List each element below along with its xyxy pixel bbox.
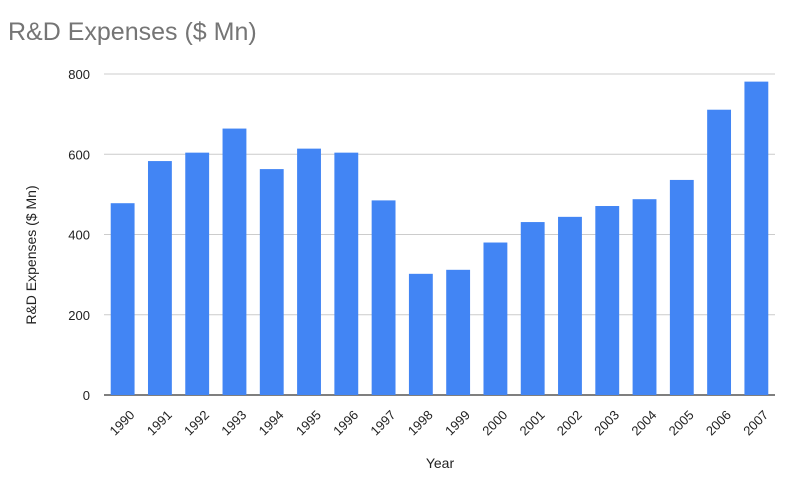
x-tick-label: 1998 xyxy=(405,407,436,438)
x-tick-label: 2006 xyxy=(703,407,734,438)
bar-1992 xyxy=(185,152,210,395)
bar-2005 xyxy=(669,179,694,395)
x-tick-label: 1990 xyxy=(106,407,137,438)
x-axis-title: Year xyxy=(426,455,455,471)
x-axis-ticks: 1990 1991 1992 1993 1994 1995 1996 1997 1998 1999… xyxy=(106,407,771,438)
x-tick-label: 2007 xyxy=(740,407,771,438)
bar-2003 xyxy=(595,206,620,395)
x-tick-label: 1992 xyxy=(181,407,212,438)
bars xyxy=(110,81,769,396)
bar-2004 xyxy=(632,199,657,395)
bar-2001 xyxy=(520,222,545,395)
y-tick-label: 600 xyxy=(68,147,90,162)
x-tick-label: 1995 xyxy=(293,407,324,438)
x-tick-label: 2001 xyxy=(517,407,548,438)
x-tick-label: 1997 xyxy=(367,407,398,438)
bar-2000 xyxy=(483,242,508,395)
y-tick-label: 400 xyxy=(68,228,90,243)
x-tick-label: 2004 xyxy=(628,407,659,438)
x-tick-label: 1994 xyxy=(256,407,287,438)
y-tick-label: 800 xyxy=(68,67,90,82)
x-tick-label: 2003 xyxy=(591,407,622,438)
bar-2002 xyxy=(558,216,582,395)
x-tick-label: 1993 xyxy=(218,407,249,438)
chart-title: R&D Expenses ($ Mn) xyxy=(8,18,257,46)
bar-2007 xyxy=(744,81,769,395)
y-tick-label: 0 xyxy=(83,388,90,403)
gridlines xyxy=(104,73,775,396)
x-tick-label: 2005 xyxy=(666,407,697,438)
bar-1996 xyxy=(334,152,359,395)
bar-1999 xyxy=(446,269,471,395)
y-axis-title: R&D Expenses ($ Mn) xyxy=(23,185,39,324)
x-tick-label: 1996 xyxy=(330,407,361,438)
bar-1997 xyxy=(371,200,396,395)
bar-1994 xyxy=(259,169,284,395)
bar-1993 xyxy=(222,128,247,395)
bar-2006 xyxy=(707,109,732,396)
x-tick-label: 1999 xyxy=(442,407,473,438)
x-tick-label: 2000 xyxy=(479,407,510,438)
x-tick-label: 1991 xyxy=(144,407,175,438)
bar-1998 xyxy=(408,273,433,395)
y-axis-ticks: 0 200 400 600 800 xyxy=(68,67,90,403)
bar-1991 xyxy=(147,161,172,395)
y-tick-label: 200 xyxy=(68,308,90,323)
bar-1990 xyxy=(110,203,135,395)
x-tick-label: 2002 xyxy=(554,407,585,438)
bar-1995 xyxy=(297,148,321,395)
